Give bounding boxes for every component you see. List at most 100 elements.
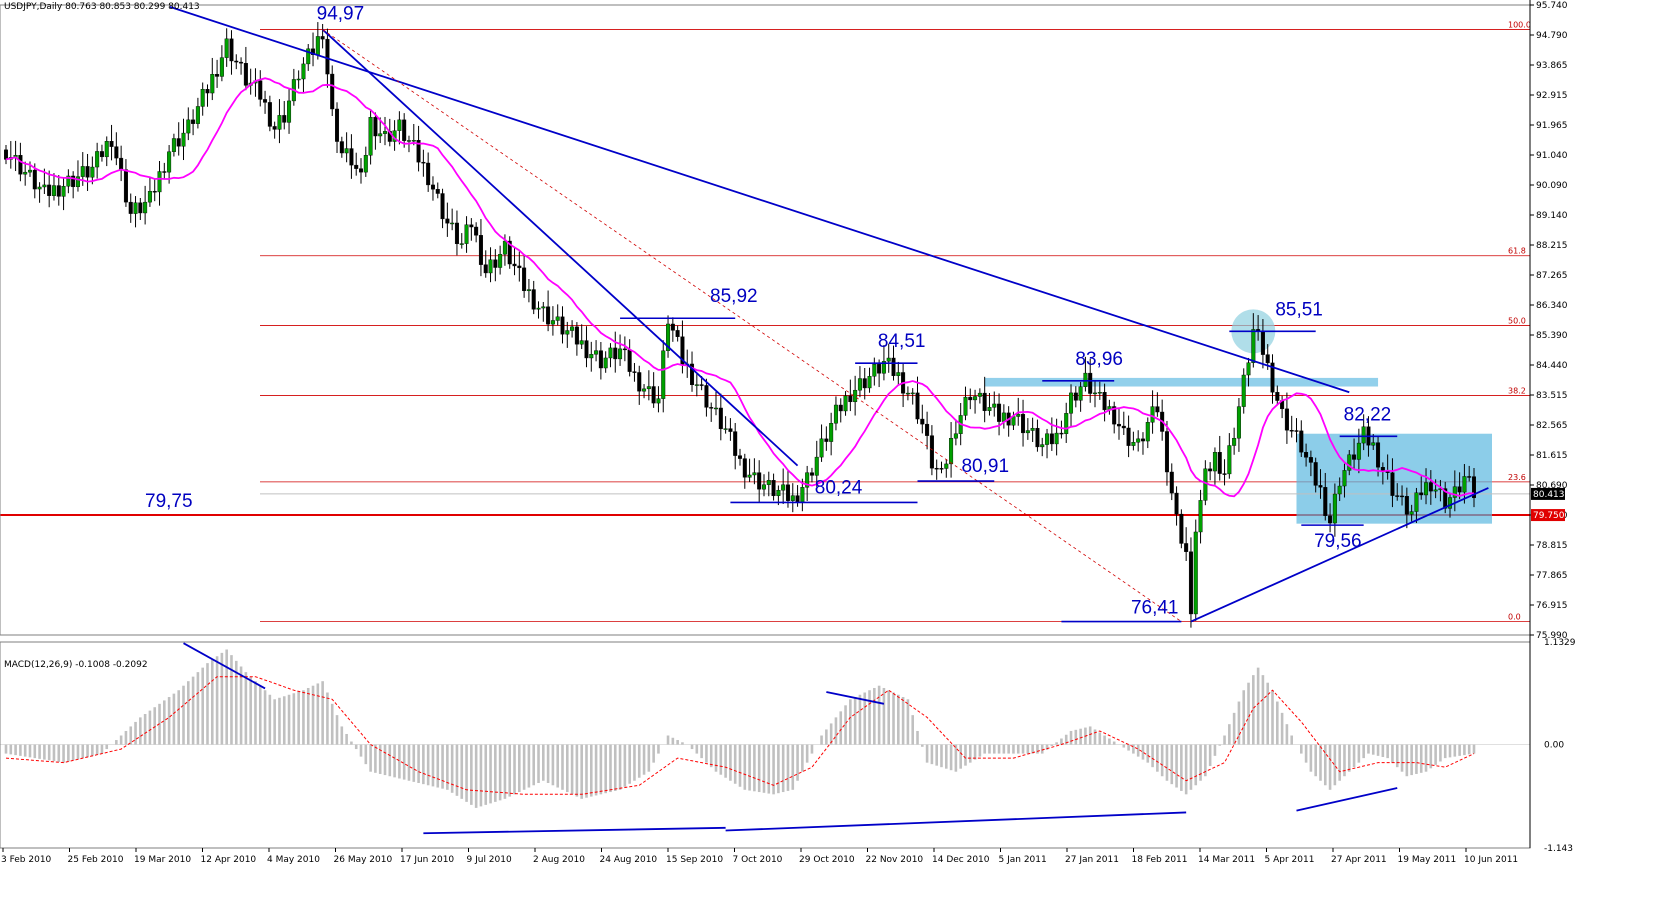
price-annotation: 94,97 — [317, 4, 365, 25]
axes: 95.740 94.790 93.865 92.915 91.965 91.040 90.0… — [0, 0, 1576, 865]
price-tick-label: 93.865 — [1536, 61, 1568, 71]
time-tick-label: 10 Jun 2011 — [1464, 855, 1518, 865]
candle-body — [1457, 486, 1462, 493]
candle-body — [37, 186, 42, 190]
candle-body — [301, 63, 306, 80]
candle-body — [939, 468, 944, 470]
candle-body — [1448, 497, 1453, 509]
price-tick-label: 76.915 — [1536, 601, 1568, 611]
candle-body — [272, 126, 277, 130]
candle-body — [881, 361, 886, 374]
candle-body — [896, 372, 901, 376]
candle-body — [363, 155, 368, 173]
candle-body — [872, 364, 877, 377]
candle-body — [997, 403, 1002, 422]
candle-body — [1337, 485, 1342, 495]
price-annotation: 80,91 — [961, 456, 1009, 477]
candle-body — [651, 386, 656, 404]
candle-body — [186, 119, 191, 134]
candle-body — [949, 438, 954, 465]
time-tick-label: 4 May 2010 — [267, 855, 320, 865]
price-annotation: 76,41 — [1131, 598, 1179, 619]
candle-body — [785, 484, 790, 501]
candle-body — [1054, 432, 1059, 445]
candle-body — [454, 222, 459, 245]
candle-body — [843, 395, 848, 412]
price-annotation: 82,22 — [1344, 404, 1392, 425]
candle-body — [1471, 476, 1476, 499]
candle-body — [1347, 454, 1352, 471]
candle-body — [445, 218, 450, 224]
candle-body — [1145, 422, 1150, 442]
candle-body — [694, 384, 699, 386]
candle-body — [982, 392, 987, 411]
candle-body — [1467, 476, 1472, 478]
candle-body — [99, 151, 104, 158]
candle-body — [95, 151, 100, 168]
time-tick-label: 15 Sep 2010 — [666, 855, 723, 865]
candle-body — [1078, 386, 1083, 401]
rising-support-line — [1190, 487, 1489, 623]
candle-body — [867, 376, 872, 389]
candle-body — [1025, 430, 1030, 434]
candle-body — [426, 162, 431, 186]
price-tick-label: 91.965 — [1536, 121, 1568, 131]
price-tick-label: 91.040 — [1536, 151, 1568, 161]
candle-body — [1217, 452, 1222, 474]
candle-body — [1241, 374, 1246, 407]
candle-body — [1380, 467, 1385, 471]
time-tick-label: 18 Feb 2011 — [1132, 855, 1188, 865]
candle-body — [335, 108, 340, 142]
candle-body — [1073, 392, 1078, 401]
candle-body — [1328, 515, 1333, 524]
steep-downtrend-line — [322, 28, 799, 467]
fib-level-label: 100.0 — [1508, 21, 1531, 30]
time-tick-label: 14 Dec 2010 — [932, 855, 990, 865]
candle-body — [147, 191, 152, 203]
candle-body — [848, 395, 853, 403]
candle-body — [195, 106, 200, 124]
candle-body — [287, 100, 292, 123]
candle-body — [857, 378, 862, 391]
candle-body — [1419, 492, 1424, 496]
time-tick-label: 9 Jul 2010 — [467, 855, 512, 865]
candle-body — [234, 60, 239, 63]
candle-body — [1083, 372, 1088, 387]
resistance-zone — [984, 377, 1379, 387]
candle-body — [1136, 438, 1141, 443]
candle-body — [608, 347, 613, 359]
candle-body — [258, 80, 263, 100]
time-tick-label: 17 Jun 2010 — [400, 855, 454, 865]
candle-body — [1275, 392, 1280, 401]
candle-body — [963, 396, 968, 416]
candle-body — [176, 138, 181, 147]
candle-body — [1212, 452, 1217, 472]
candle-body — [430, 184, 435, 190]
candle-body — [354, 164, 359, 169]
candle-body — [210, 74, 215, 94]
candle-body — [488, 259, 493, 274]
price-tick-label: 84.440 — [1536, 361, 1568, 371]
candle-body — [1193, 531, 1198, 615]
candle-body — [382, 131, 387, 134]
candle-body — [814, 456, 819, 476]
price-tick-label: 90.090 — [1536, 181, 1568, 191]
candle-body — [1030, 427, 1035, 431]
candle-body — [546, 306, 551, 325]
candle-body — [440, 193, 445, 220]
candle-body — [119, 157, 124, 170]
price-tick-label: 77.865 — [1536, 571, 1568, 581]
candle-body — [886, 357, 891, 362]
price-tick-label: 85.390 — [1536, 331, 1568, 341]
candle-body — [3, 149, 8, 160]
candle-body — [1184, 543, 1189, 552]
candle-body — [243, 63, 248, 86]
price-tick-label: 78.815 — [1536, 541, 1568, 551]
candle-body — [320, 36, 325, 40]
candle-body — [1121, 425, 1126, 429]
candle-body — [833, 404, 838, 424]
candle-body — [1198, 500, 1203, 533]
macd-divergence-line — [423, 826, 726, 835]
candle-body — [1352, 454, 1357, 460]
candle-body — [829, 423, 834, 442]
